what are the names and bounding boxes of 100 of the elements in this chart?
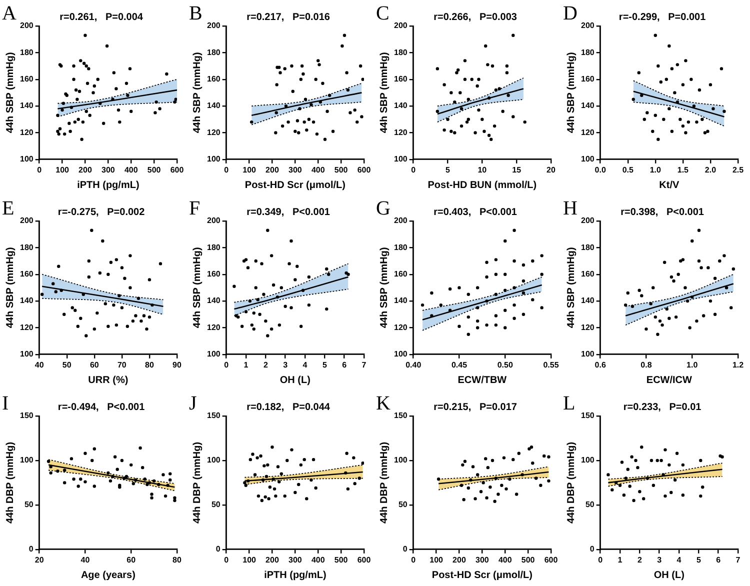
y-tick-label: 160 — [20, 74, 34, 84]
point — [658, 319, 662, 323]
point — [668, 107, 671, 110]
point — [706, 130, 710, 133]
point — [131, 319, 135, 323]
point — [670, 275, 674, 279]
point — [96, 78, 100, 81]
point — [466, 486, 470, 490]
point — [72, 78, 76, 81]
y-tick-label: 100 — [580, 456, 595, 465]
point — [134, 478, 138, 482]
chart-title: G — [376, 197, 390, 220]
point — [487, 134, 491, 137]
point — [60, 288, 63, 292]
point — [40, 292, 44, 296]
point — [174, 98, 177, 101]
y-tick-label: 100 — [206, 154, 221, 164]
point — [72, 64, 76, 68]
point — [512, 286, 516, 290]
point — [154, 111, 157, 114]
point — [92, 484, 96, 488]
point — [686, 299, 690, 303]
point — [60, 108, 64, 112]
chart-title: J — [189, 392, 197, 414]
point — [681, 463, 685, 467]
point — [79, 59, 82, 62]
y-tick-label: 100 — [20, 350, 34, 359]
x-axis-title: URR (%) — [88, 374, 128, 386]
point — [504, 326, 507, 330]
x-tick-label: 7 — [736, 555, 741, 564]
point — [134, 314, 138, 318]
point — [314, 78, 318, 81]
point — [148, 278, 152, 282]
point — [305, 497, 308, 500]
text: r=0.217, P=0.016 — [246, 12, 330, 23]
point — [484, 44, 488, 48]
point — [695, 120, 698, 124]
point — [73, 120, 77, 124]
point — [651, 130, 654, 133]
point — [280, 286, 284, 290]
point — [173, 498, 176, 502]
point — [446, 118, 450, 121]
point — [482, 481, 485, 484]
point — [463, 460, 467, 463]
text: r=-0.299, P=0.001 — [618, 12, 706, 23]
point — [732, 267, 736, 271]
y-tick-label: 200 — [206, 21, 221, 30]
point — [353, 482, 356, 486]
point — [512, 316, 516, 320]
chart-title: K — [376, 392, 391, 414]
x-tick-label: 0.0 — [594, 165, 606, 174]
x-tick-label: 100 — [56, 165, 70, 174]
point — [252, 327, 256, 331]
point — [342, 34, 346, 37]
point — [312, 458, 316, 462]
y-tick-label: 100 — [206, 456, 221, 465]
point — [307, 275, 311, 279]
chart-title: F — [189, 197, 200, 220]
point — [286, 458, 289, 462]
x-tick-label: 4 — [302, 360, 308, 370]
point — [466, 98, 470, 101]
y-axis-title: 44h SBP (mmHg) — [566, 52, 577, 134]
point — [74, 308, 77, 312]
x-tick-label: 20 — [34, 555, 44, 564]
point — [654, 34, 658, 37]
y-tick-label: 120 — [206, 128, 221, 137]
point — [244, 310, 248, 314]
point — [258, 312, 262, 316]
point — [150, 496, 154, 500]
point — [547, 455, 550, 459]
point — [471, 465, 475, 468]
point — [490, 64, 494, 68]
x-tick-label: 0 — [411, 555, 416, 564]
point — [58, 127, 62, 130]
point — [56, 130, 60, 133]
point — [280, 124, 284, 128]
point — [270, 446, 274, 449]
point — [346, 487, 350, 491]
point — [262, 464, 266, 468]
point — [296, 119, 300, 122]
point — [673, 478, 677, 482]
point — [344, 471, 348, 475]
point — [126, 94, 130, 97]
point — [80, 138, 84, 141]
point — [453, 131, 456, 134]
point — [486, 466, 490, 470]
point — [312, 120, 316, 124]
text: r=0.403, P<0.001 — [434, 206, 518, 218]
point — [654, 315, 658, 319]
x-tick-label: 40 — [34, 360, 44, 370]
point — [458, 324, 461, 328]
point — [512, 115, 515, 118]
point — [652, 484, 656, 487]
point — [482, 130, 486, 133]
point — [708, 83, 712, 86]
x-tick-label: 2 — [263, 360, 268, 370]
y-tick-label: 160 — [580, 74, 595, 84]
point — [700, 266, 703, 270]
point — [512, 228, 516, 232]
y-tick-label: 120 — [580, 322, 595, 332]
